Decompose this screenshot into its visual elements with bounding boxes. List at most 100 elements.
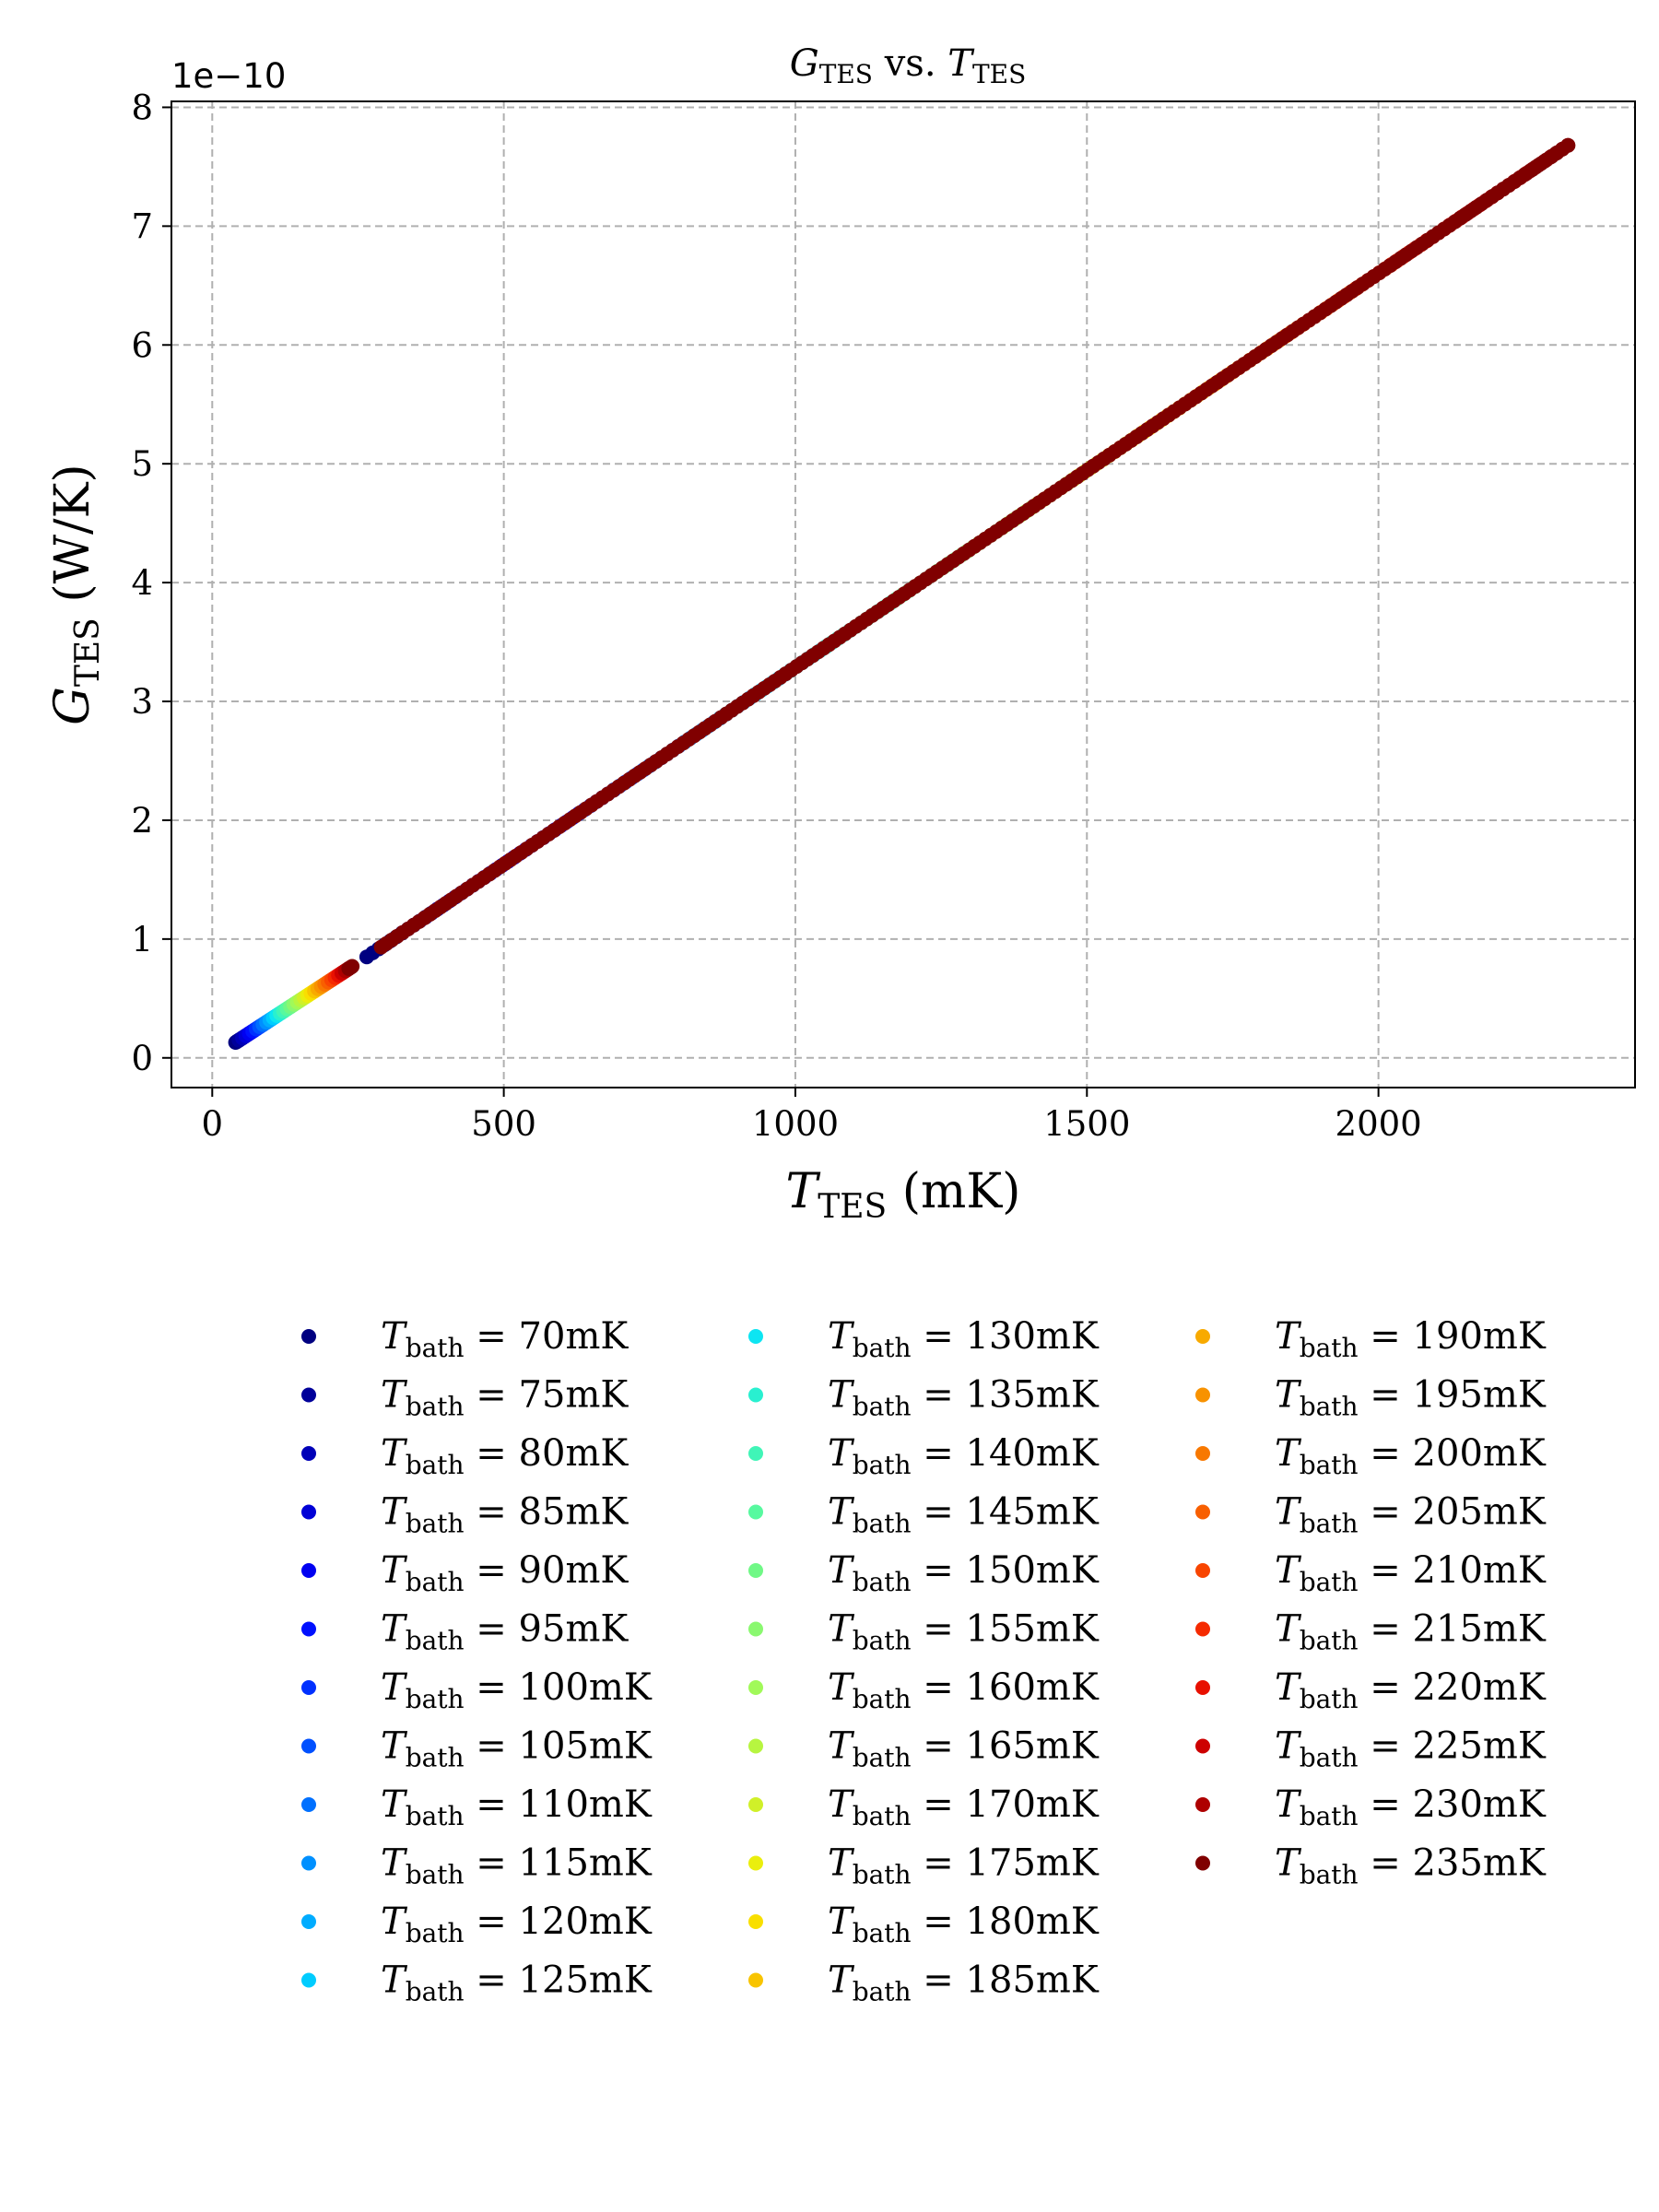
legend-label: Tbath = 200mK: [1275, 1432, 1547, 1480]
legend-marker: [1195, 1387, 1210, 1403]
chart-title: GTES vs. TTES: [790, 42, 1027, 89]
legend-label: Tbath = 75mK: [381, 1374, 629, 1422]
legend-label: Tbath = 140mK: [828, 1432, 1100, 1480]
legend-marker: [748, 1621, 763, 1637]
y-axis-label: GTES (W/K): [45, 464, 107, 724]
legend-marker: [301, 1621, 316, 1637]
legend-marker: [1195, 1504, 1210, 1520]
legend-item-140mk: Tbath = 140mK: [748, 1432, 1100, 1480]
legend-marker: [301, 1914, 316, 1929]
legend-marker: [1195, 1738, 1210, 1754]
legend-marker: [1195, 1855, 1210, 1871]
legend-item-85mk: Tbath = 85mK: [301, 1491, 629, 1539]
legend-item-105mk: Tbath = 105mK: [301, 1725, 653, 1773]
legend-label: Tbath = 195mK: [1275, 1374, 1547, 1422]
legend-marker: [301, 1387, 316, 1403]
legend-marker: [301, 1563, 316, 1578]
y-tick-label: 6: [131, 325, 153, 365]
y-tick-label: 8: [131, 88, 153, 127]
legend-item-215mk: Tbath = 215mK: [1195, 1608, 1547, 1656]
legend-item-150mk: Tbath = 150mK: [748, 1549, 1100, 1597]
legend: Tbath = 70mK Tbath = 75mK Tbath = 80mK Tbat…: [301, 1315, 1547, 2007]
plot-area-frame: [171, 100, 1636, 1088]
legend-item-190mk: Tbath = 190mK: [1195, 1315, 1547, 1363]
legend-label: Tbath = 95mK: [381, 1608, 629, 1656]
legend-item-205mk: Tbath = 205mK: [1195, 1491, 1547, 1539]
legend-label: Tbath = 160mK: [828, 1666, 1100, 1714]
legend-label: Tbath = 175mK: [828, 1842, 1100, 1890]
legend-label: Tbath = 150mK: [828, 1549, 1100, 1597]
x-tick-label: 1500: [1043, 1104, 1130, 1144]
legend-item-195mk: Tbath = 195mK: [1195, 1374, 1547, 1422]
y-tick-label: 1: [131, 920, 153, 959]
legend-label: Tbath = 185mK: [828, 1959, 1100, 2007]
legend-label: Tbath = 205mK: [1275, 1491, 1547, 1539]
legend-marker: [748, 1855, 763, 1871]
y-tick-label: 7: [131, 206, 153, 246]
legend-item-230mk: Tbath = 230mK: [1195, 1783, 1547, 1831]
y-offset-label: 1e−10: [171, 56, 286, 96]
legend-label: Tbath = 85mK: [381, 1491, 629, 1539]
y-tick-label: 2: [131, 801, 153, 841]
x-tick-label: 500: [471, 1104, 536, 1144]
legend-item-235mk: Tbath = 235mK: [1195, 1842, 1547, 1890]
x-tick-label: 2000: [1335, 1104, 1422, 1144]
y-tick-label: 0: [131, 1039, 153, 1078]
x-tick-label: 1000: [752, 1104, 839, 1144]
legend-marker: [748, 1738, 763, 1754]
legend-marker: [748, 1797, 763, 1812]
series-235mk-overlay: [373, 137, 1576, 955]
x-tick-label: 0: [202, 1104, 224, 1144]
legend-item-145mk: Tbath = 145mK: [748, 1491, 1100, 1539]
legend-label: Tbath = 210mK: [1275, 1549, 1547, 1597]
legend-marker: [301, 1504, 316, 1520]
legend-label: Tbath = 110mK: [381, 1783, 653, 1831]
y-tick-label: 3: [131, 682, 153, 722]
y-tick-label: 5: [131, 444, 153, 484]
legend-item-225mk: Tbath = 225mK: [1195, 1725, 1547, 1773]
legend-marker: [301, 1738, 316, 1754]
legend-label: Tbath = 220mK: [1275, 1666, 1547, 1714]
legend-marker: [301, 1972, 316, 1988]
legend-item-110mk: Tbath = 110mK: [301, 1783, 653, 1831]
y-tick-label: 4: [131, 563, 153, 603]
legend-item-70mk: Tbath = 70mK: [301, 1315, 629, 1363]
legend-marker: [301, 1797, 316, 1812]
legend-marker: [301, 1329, 316, 1344]
legend-label: Tbath = 235mK: [1275, 1842, 1547, 1890]
legend-marker: [748, 1446, 763, 1461]
legend-marker: [748, 1563, 763, 1578]
legend-label: Tbath = 115mK: [381, 1842, 653, 1890]
legend-item-100mk: Tbath = 100mK: [301, 1666, 653, 1714]
legend-label: Tbath = 105mK: [381, 1725, 653, 1773]
legend-marker: [301, 1446, 316, 1461]
legend-item-130mk: Tbath = 130mK: [748, 1315, 1100, 1363]
legend-label: Tbath = 180mK: [828, 1900, 1100, 1948]
legend-marker: [748, 1387, 763, 1403]
legend-label: Tbath = 135mK: [828, 1374, 1100, 1422]
legend-item-220mk: Tbath = 220mK: [1195, 1666, 1547, 1714]
data-points: [228, 137, 1576, 1051]
legend-item-170mk: Tbath = 170mK: [748, 1783, 1100, 1831]
legend-marker: [748, 1914, 763, 1929]
legend-marker: [1195, 1797, 1210, 1812]
legend-label: Tbath = 120mK: [381, 1900, 653, 1948]
legend-item-175mk: Tbath = 175mK: [748, 1842, 1100, 1890]
gridlines: [171, 101, 1635, 1088]
legend-item-95mk: Tbath = 95mK: [301, 1608, 629, 1656]
legend-marker: [748, 1504, 763, 1520]
legend-label: Tbath = 165mK: [828, 1725, 1100, 1773]
legend-label: Tbath = 170mK: [828, 1783, 1100, 1831]
x-axis-label: TTES (mK): [786, 1164, 1021, 1226]
legend-label: Tbath = 100mK: [381, 1666, 653, 1714]
legend-marker: [748, 1972, 763, 1988]
legend-label: Tbath = 215mK: [1275, 1608, 1547, 1656]
legend-label: Tbath = 190mK: [1275, 1315, 1547, 1363]
legend-marker: [1195, 1680, 1210, 1695]
legend-item-200mk: Tbath = 200mK: [1195, 1432, 1547, 1480]
legend-item-185mk: Tbath = 185mK: [748, 1959, 1100, 2007]
axis-ticks: 0 500 1000 1500 2000 0 1 2 3 4 5 6 7 8: [131, 88, 1421, 1144]
legend-marker: [748, 1329, 763, 1344]
